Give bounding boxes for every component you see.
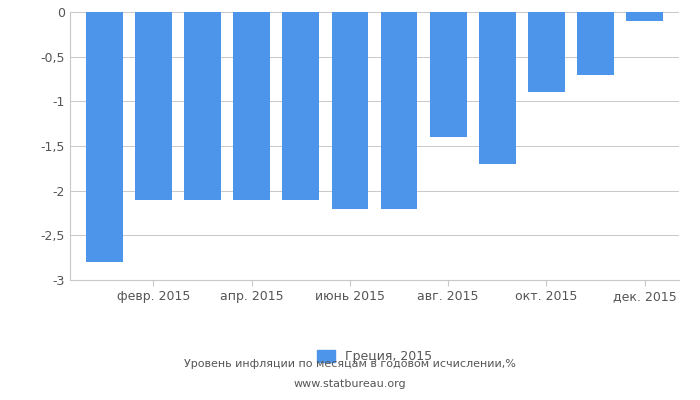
Bar [135,12,172,200]
Bar [528,12,565,92]
Bar [381,12,417,208]
Bar [626,12,663,21]
Bar [479,12,516,164]
Bar [430,12,467,137]
Text: www.statbureau.org: www.statbureau.org [294,379,406,389]
Bar [233,12,270,200]
Bar [184,12,221,200]
Bar [282,12,319,200]
Bar [86,12,122,262]
Bar [332,12,368,208]
Legend: Греция, 2015: Греция, 2015 [312,345,438,368]
Text: Уровень инфляции по месяцам в годовом исчислении,%: Уровень инфляции по месяцам в годовом ис… [184,359,516,369]
Bar [577,12,614,74]
